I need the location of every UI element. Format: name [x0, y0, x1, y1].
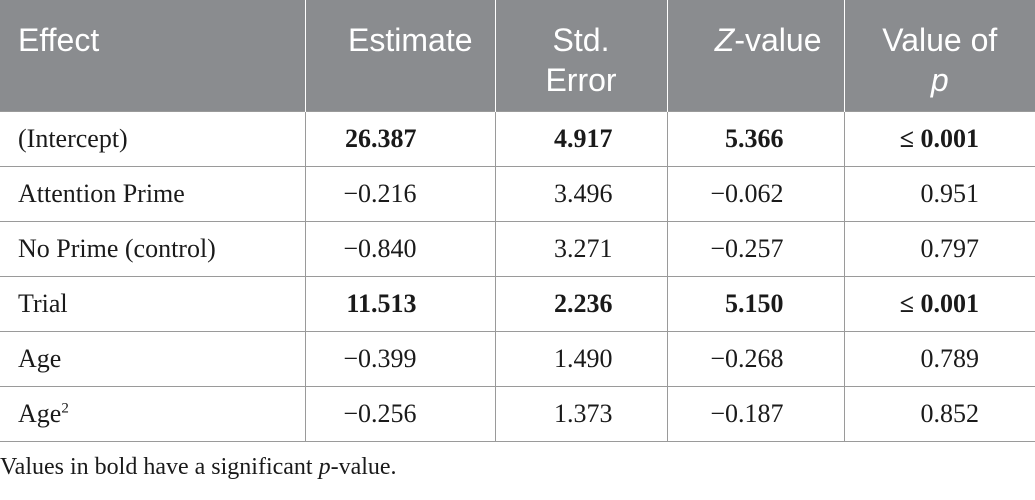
- header-std-error: Std. Error: [494, 0, 667, 111]
- header-std-error-line1: Std.: [552, 22, 610, 58]
- std-error-cell: 3.496: [494, 165, 667, 221]
- table-body: (Intercept) 26.387 4.917 5.366 ≤ 0.001 A…: [0, 110, 1035, 442]
- estimate-cell: 26.387: [304, 110, 495, 166]
- estimate-cell: 11.513: [304, 275, 495, 331]
- footnote-text-before: Values in bold have a significant: [0, 454, 319, 480]
- header-p-line1: Value of: [882, 22, 998, 58]
- z-value-cell: −0.257: [666, 220, 844, 276]
- p-value-cell: ≤ 0.001: [843, 275, 1035, 331]
- table-row: Age2 −0.256 1.373 −0.187 0.852: [0, 385, 1035, 442]
- effect-label: Age: [18, 398, 62, 428]
- header-p-letter: p: [930, 62, 949, 98]
- header-z-value: Z-value: [666, 0, 844, 111]
- footnote-p-italic: p: [318, 454, 331, 480]
- effect-superscript: 2: [61, 399, 69, 416]
- p-value-cell: 0.951: [843, 165, 1035, 221]
- estimate-cell: −0.840: [304, 220, 495, 276]
- z-value-cell: 5.366: [666, 110, 844, 166]
- header-p-value: Value of p: [843, 0, 1035, 111]
- table-row: Age −0.399 1.490 −0.268 0.789: [0, 330, 1035, 386]
- table-row: Attention Prime −0.216 3.496 −0.062 0.95…: [0, 165, 1035, 221]
- effect-cell: (Intercept): [0, 110, 305, 166]
- effect-cell: Age2: [0, 385, 305, 442]
- header-estimate: Estimate: [304, 0, 495, 111]
- p-value-cell: ≤ 0.001: [843, 110, 1035, 166]
- header-row: Effect Estimate Std. Error Z-value Value …: [0, 0, 1035, 111]
- table-row: Trial 11.513 2.236 5.150 ≤ 0.001: [0, 275, 1035, 331]
- effect-cell: Attention Prime: [0, 165, 305, 221]
- header-z-letter: Z: [714, 22, 735, 58]
- table-footnote: Values in bold have a significant p-valu…: [0, 454, 397, 481]
- estimate-cell: −0.216: [304, 165, 495, 221]
- std-error-cell: 2.236: [494, 275, 667, 331]
- effect-cell: No Prime (control): [0, 220, 305, 276]
- header-effect: Effect: [0, 0, 305, 111]
- footnote-text-after: -value.: [330, 454, 397, 480]
- effect-cell: Trial: [0, 275, 305, 331]
- std-error-cell: 1.373: [494, 385, 667, 442]
- z-value-cell: −0.268: [666, 330, 844, 386]
- table-row: (Intercept) 26.387 4.917 5.366 ≤ 0.001: [0, 110, 1035, 166]
- header-std-error-line2: Error: [545, 62, 617, 98]
- p-value-cell: 0.797: [843, 220, 1035, 276]
- table-header: Effect Estimate Std. Error Z-value Value …: [0, 0, 1035, 111]
- p-value-cell: 0.852: [843, 385, 1035, 442]
- std-error-cell: 3.271: [494, 220, 667, 276]
- estimate-cell: −0.256: [304, 385, 495, 442]
- z-value-cell: 5.150: [666, 275, 844, 331]
- table-row: No Prime (control) −0.840 3.271 −0.257 0…: [0, 220, 1035, 276]
- std-error-cell: 1.490: [494, 330, 667, 386]
- z-value-cell: −0.187: [666, 385, 844, 442]
- std-error-cell: 4.917: [494, 110, 667, 166]
- z-value-cell: −0.062: [666, 165, 844, 221]
- regression-table: Effect Estimate Std. Error Z-value Value …: [0, 0, 1035, 442]
- p-value-cell: 0.789: [843, 330, 1035, 386]
- effect-cell: Age: [0, 330, 305, 386]
- estimate-cell: −0.399: [304, 330, 495, 386]
- header-z-suffix: -value: [734, 22, 822, 58]
